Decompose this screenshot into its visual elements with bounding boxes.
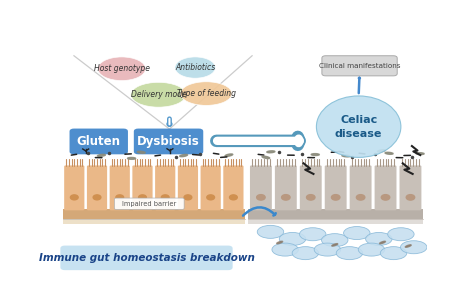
Bar (63, 209, 245, 223)
Ellipse shape (267, 151, 275, 153)
Circle shape (71, 195, 78, 200)
Ellipse shape (321, 234, 348, 247)
Text: Gluten: Gluten (77, 135, 121, 148)
Circle shape (307, 195, 315, 200)
Ellipse shape (137, 151, 145, 153)
FancyBboxPatch shape (87, 165, 107, 210)
Circle shape (381, 195, 390, 200)
Ellipse shape (336, 247, 363, 260)
Ellipse shape (257, 225, 284, 238)
FancyBboxPatch shape (70, 129, 128, 154)
Ellipse shape (181, 82, 232, 105)
Circle shape (184, 195, 192, 200)
Text: Dysbiosis: Dysbiosis (137, 135, 200, 148)
Circle shape (331, 195, 340, 200)
FancyBboxPatch shape (114, 198, 184, 209)
Text: Host genotype: Host genotype (94, 64, 150, 73)
Ellipse shape (342, 155, 350, 157)
FancyBboxPatch shape (223, 165, 244, 210)
Ellipse shape (380, 247, 407, 260)
Text: Impaired barrier: Impaired barrier (122, 201, 176, 207)
Ellipse shape (277, 241, 283, 244)
Ellipse shape (358, 243, 385, 256)
FancyBboxPatch shape (350, 165, 372, 210)
Ellipse shape (332, 244, 337, 246)
Ellipse shape (316, 96, 401, 157)
FancyBboxPatch shape (201, 165, 221, 210)
Ellipse shape (388, 228, 414, 241)
Ellipse shape (300, 228, 326, 241)
FancyBboxPatch shape (250, 165, 272, 210)
Ellipse shape (128, 157, 136, 159)
Ellipse shape (98, 154, 105, 157)
Ellipse shape (180, 154, 188, 157)
Text: Delivery mode: Delivery mode (130, 90, 186, 99)
FancyBboxPatch shape (109, 165, 130, 210)
Ellipse shape (377, 150, 385, 152)
Ellipse shape (401, 241, 427, 254)
FancyBboxPatch shape (64, 165, 84, 210)
Bar (63, 209, 245, 219)
FancyBboxPatch shape (322, 56, 397, 76)
Ellipse shape (405, 245, 411, 247)
Ellipse shape (380, 241, 385, 244)
FancyBboxPatch shape (400, 165, 421, 210)
Circle shape (116, 195, 124, 200)
Circle shape (161, 195, 169, 200)
Ellipse shape (292, 247, 319, 260)
FancyBboxPatch shape (134, 129, 203, 154)
FancyBboxPatch shape (325, 165, 346, 210)
Text: Antibiotics: Antibiotics (175, 63, 215, 72)
Ellipse shape (279, 232, 306, 246)
Ellipse shape (262, 156, 270, 159)
Ellipse shape (314, 243, 341, 256)
FancyBboxPatch shape (374, 165, 396, 210)
Circle shape (406, 195, 415, 200)
FancyBboxPatch shape (300, 165, 322, 210)
Circle shape (356, 195, 365, 200)
Ellipse shape (344, 227, 370, 239)
Ellipse shape (98, 57, 146, 80)
Bar (248, 209, 423, 223)
Circle shape (256, 195, 265, 200)
Circle shape (229, 195, 237, 200)
Ellipse shape (365, 232, 392, 246)
Ellipse shape (272, 243, 299, 256)
Text: Immune gut homeostasis breakdown: Immune gut homeostasis breakdown (38, 253, 255, 263)
Text: Type of feeding: Type of feeding (177, 89, 236, 98)
Text: Clinical manifestations: Clinical manifestations (319, 63, 401, 69)
Circle shape (207, 195, 215, 200)
Circle shape (282, 195, 290, 200)
Bar (248, 209, 423, 219)
FancyBboxPatch shape (132, 165, 153, 210)
Ellipse shape (385, 152, 393, 154)
FancyBboxPatch shape (60, 246, 233, 270)
Ellipse shape (416, 153, 424, 155)
Circle shape (93, 195, 101, 200)
FancyBboxPatch shape (178, 165, 198, 210)
Circle shape (138, 195, 146, 200)
FancyBboxPatch shape (155, 165, 175, 210)
Ellipse shape (311, 154, 319, 156)
Ellipse shape (175, 57, 215, 78)
FancyBboxPatch shape (275, 165, 297, 210)
Ellipse shape (131, 82, 186, 107)
Ellipse shape (225, 154, 233, 156)
Text: Celiac
disease: Celiac disease (335, 115, 383, 139)
